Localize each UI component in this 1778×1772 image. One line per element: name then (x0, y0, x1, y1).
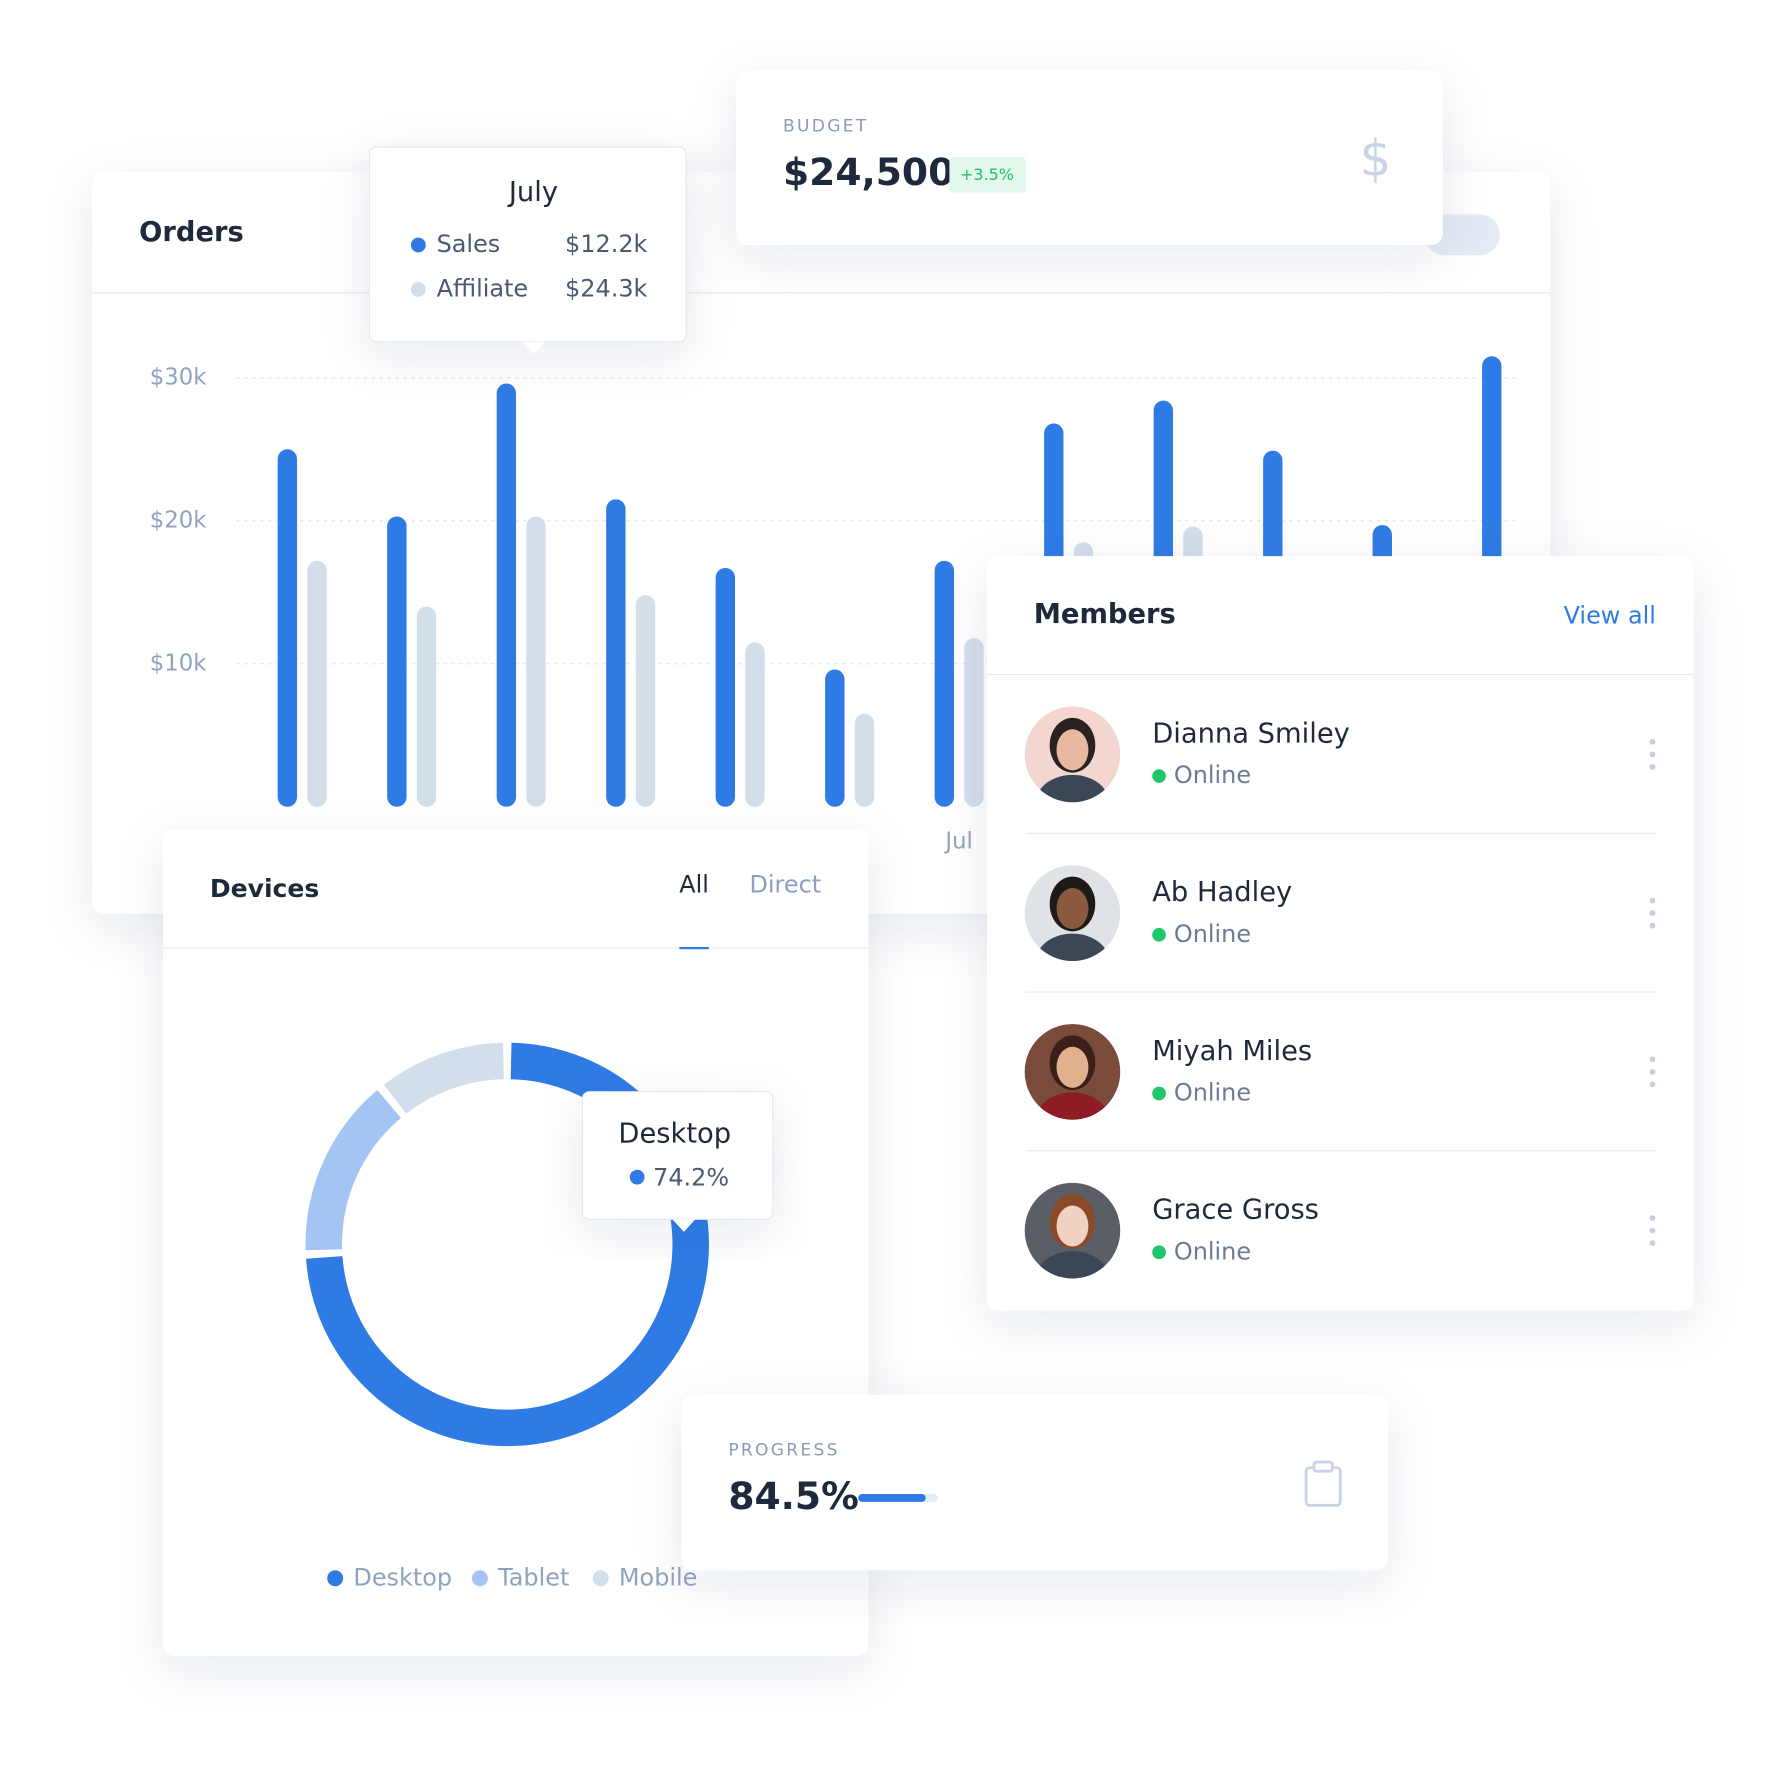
progress-card: PROGRESS 84.5% (681, 1394, 1389, 1571)
card-title: Members (1034, 599, 1176, 630)
member-name: Ab Hadley (1152, 877, 1292, 908)
kebab-dot (1649, 1069, 1656, 1075)
legend-label: Desktop (353, 1563, 452, 1591)
avatar (1024, 1182, 1121, 1279)
legend-dot (592, 1570, 609, 1587)
avatar (1024, 1023, 1121, 1120)
member-name: Grace Gross (1152, 1195, 1319, 1226)
bar (307, 560, 327, 807)
view-all-link[interactable]: View all (1564, 601, 1656, 629)
avatar-body (1036, 774, 1109, 803)
stat-value: 84.5% (728, 1474, 858, 1518)
status-dot (1152, 1245, 1166, 1260)
bar (606, 499, 626, 807)
bar (745, 642, 765, 807)
legend-dot (629, 1169, 645, 1185)
kebab-dot (1649, 751, 1656, 758)
bar (964, 638, 984, 807)
tooltip-series: Sales (437, 230, 501, 258)
bar (635, 595, 656, 807)
legend-dot (327, 1570, 344, 1587)
badge-bg (949, 157, 1026, 193)
status-dot (1152, 1086, 1166, 1101)
tab[interactable]: Direct (749, 870, 821, 898)
member-name: Dianna Smiley (1152, 719, 1350, 750)
avatar (1024, 865, 1121, 961)
tooltip-title: Desktop (618, 1118, 731, 1149)
bar (387, 516, 407, 807)
tooltip-value: $24.3k (565, 274, 647, 302)
kebab-dot (1649, 1215, 1656, 1221)
bar (526, 516, 546, 807)
status-dot (1152, 769, 1166, 783)
legend-label: Mobile (619, 1563, 697, 1591)
tooltip-bg (581, 1091, 774, 1220)
tooltip-pointer (672, 1219, 696, 1232)
y-tick-label: $20k (150, 507, 207, 533)
avatar-face (1056, 729, 1089, 771)
kebab-dot (1649, 897, 1656, 904)
bar (934, 560, 955, 807)
tooltip-pointer (522, 341, 545, 355)
donut-segment (305, 1090, 402, 1251)
progress-fill (858, 1493, 926, 1502)
badge: +3.5% (960, 165, 1014, 184)
kebab-dot (1649, 764, 1656, 770)
status-dot (1152, 927, 1166, 942)
kebab-dot (1649, 1081, 1656, 1088)
avatar (1024, 706, 1121, 803)
member-status: Online (1174, 761, 1251, 789)
stat-label: PROGRESS (728, 1441, 839, 1461)
member-name: Miyah Miles (1152, 1036, 1312, 1067)
avatar-face (1056, 888, 1089, 930)
tooltip-value: 74.2% (653, 1163, 729, 1191)
member-status: Online (1174, 1237, 1251, 1265)
dollar-icon: $ (1360, 128, 1392, 187)
bar (416, 606, 437, 807)
kebab-dot (1649, 922, 1656, 929)
legend-dot (471, 1570, 488, 1587)
y-tick-label: $10k (150, 650, 207, 676)
avatar-body (1036, 1092, 1109, 1120)
legend-dot (410, 282, 426, 297)
orders-tooltip: July Sales $12.2k Affiliate $24.3k (368, 146, 687, 355)
card-title: Devices (210, 874, 320, 903)
tab[interactable]: All (679, 870, 709, 898)
kebab-dot (1649, 738, 1656, 745)
card-bg (987, 556, 1694, 1311)
members-card: Members View all Dianna Smiley Online Ab H… (987, 556, 1694, 1311)
bar (825, 669, 845, 807)
toggle[interactable] (1424, 214, 1500, 256)
member-status: Online (1174, 1079, 1251, 1107)
bar (277, 449, 298, 807)
tooltip-series: Affiliate (437, 274, 529, 302)
donut-segment (383, 1042, 505, 1114)
legend-dot (410, 237, 426, 253)
kebab-dot (1649, 1056, 1656, 1063)
card-bg (681, 1394, 1389, 1571)
kebab-dot (1649, 1240, 1656, 1246)
budget-card: BUDGET $24,500 +3.5% $ (736, 70, 1443, 246)
stat-value: $24,500 (783, 150, 954, 194)
stat-label: BUDGET (783, 116, 869, 136)
bar (496, 383, 517, 807)
clipboard-icon (1304, 1460, 1342, 1507)
card-bg (736, 70, 1443, 246)
avatar-body (1036, 1251, 1109, 1279)
avatar-body (1036, 933, 1109, 961)
avatar-face (1056, 1205, 1089, 1247)
y-tick-label: $30k (150, 364, 207, 390)
x-tick-label: Jul (943, 829, 973, 855)
kebab-dot (1649, 1227, 1656, 1234)
bar (854, 713, 875, 807)
tooltip-value: $12.2k (565, 230, 647, 258)
kebab-dot (1649, 910, 1656, 916)
member-status: Online (1174, 920, 1251, 948)
bar (715, 567, 736, 807)
tooltip-title: July (507, 177, 558, 208)
legend-label: Tablet (497, 1563, 569, 1591)
avatar-face (1056, 1046, 1089, 1088)
card-title: Orders (139, 217, 244, 248)
